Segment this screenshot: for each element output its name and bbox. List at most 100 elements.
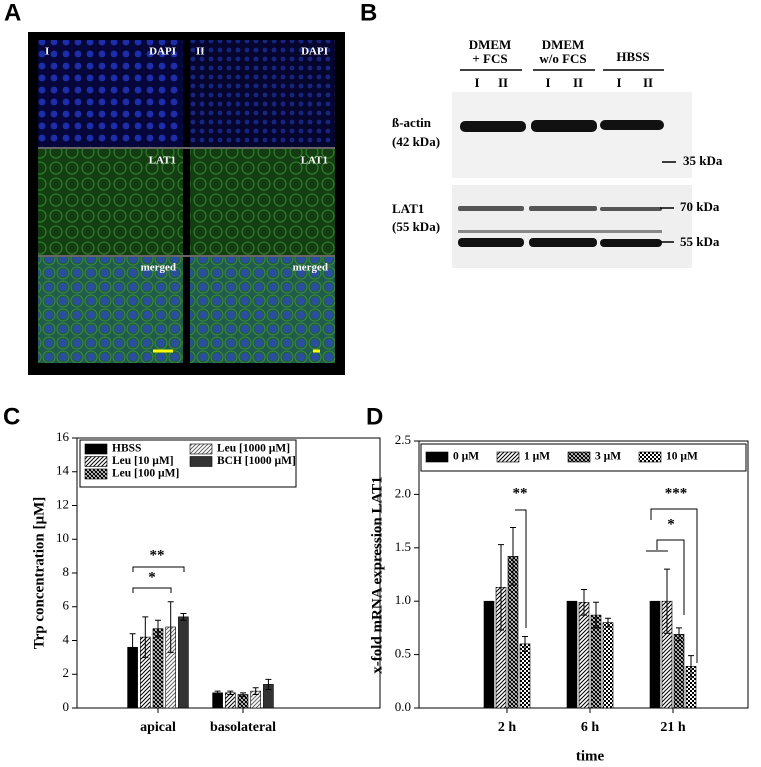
- lane-label: II: [643, 75, 653, 90]
- y-axis-label: Trp concentration [µM]: [31, 497, 47, 650]
- bracket: [132, 566, 185, 572]
- significance-label: **: [150, 547, 165, 563]
- lane-label: I: [474, 75, 479, 90]
- legend-label: Leu [10 µM]: [112, 455, 174, 467]
- bar: [673, 634, 685, 709]
- bar: [178, 616, 189, 709]
- y-tick-label: 14: [56, 463, 70, 478]
- image: [38, 149, 183, 255]
- legend-swatch: [567, 451, 591, 463]
- band-label: (42 kDa): [392, 134, 440, 149]
- stain-label: DAPI: [301, 46, 328, 58]
- blot-membrane: [452, 185, 692, 268]
- lane-label: I: [545, 75, 550, 90]
- condition-label: w/o FCS: [539, 51, 586, 66]
- stain-label: LAT1: [301, 155, 328, 167]
- legend-swatch: [189, 443, 213, 455]
- panel-label: B: [360, 0, 377, 26]
- y-tick-label: 16: [56, 429, 70, 444]
- blot: [452, 92, 692, 268]
- stain-label: merged: [141, 262, 176, 274]
- column-label: II: [196, 46, 205, 58]
- bracket: [650, 508, 698, 663]
- image: [190, 40, 335, 147]
- error-bar: [227, 690, 234, 695]
- stain-label: LAT1: [149, 155, 176, 167]
- error-bar: [522, 635, 528, 652]
- error-bar: [129, 633, 136, 662]
- band: [600, 239, 662, 247]
- x-tick-label: 2 h: [498, 720, 517, 735]
- image: [38, 40, 183, 147]
- y-tick-label: 0.5: [395, 646, 411, 661]
- legend-swatch: [189, 456, 213, 467]
- legend-label: Leu [100 µM]: [112, 468, 179, 480]
- legend-swatch: [425, 451, 449, 463]
- micrographs: [38, 40, 335, 363]
- legend-label: HBSS: [112, 443, 141, 455]
- band-label: ß-actin: [392, 115, 432, 130]
- column-label: I: [45, 46, 49, 58]
- stain-label: DAPI: [149, 46, 176, 58]
- bar: [590, 614, 602, 709]
- error-bar: [155, 619, 161, 638]
- error-bar: [510, 527, 516, 586]
- bar: [519, 643, 531, 709]
- significance-brackets: [132, 508, 698, 663]
- image: [190, 257, 335, 363]
- significance-label: ***: [665, 485, 688, 501]
- image: [190, 149, 335, 255]
- bar: [602, 622, 614, 709]
- significance-label: **: [513, 485, 528, 501]
- band: [600, 207, 662, 211]
- legend-swatch: [84, 468, 108, 480]
- stain-label: merged: [293, 262, 328, 274]
- marker-ticks: [660, 161, 676, 243]
- y-tick-label: 12: [56, 496, 69, 511]
- x-tick-label: 21 h: [660, 720, 686, 735]
- legend-label: 3 µM: [595, 451, 621, 463]
- bar: [578, 601, 590, 709]
- bar: [483, 600, 495, 709]
- image: [38, 257, 183, 363]
- band-label: (55 kDa): [392, 219, 440, 234]
- error-bar: [664, 568, 670, 634]
- condition-label: DMEM: [542, 37, 585, 52]
- bar: [649, 600, 661, 709]
- band: [460, 121, 526, 132]
- bracket: [515, 509, 527, 628]
- legend-swatch: [84, 443, 108, 455]
- y-tick-label: 6: [63, 598, 70, 613]
- legend-label: 0 µM: [453, 451, 479, 463]
- error-bar: [498, 544, 504, 631]
- significance-label: *: [667, 516, 675, 532]
- lane-label: II: [573, 75, 583, 90]
- marker-label: 55 kDa: [680, 234, 720, 249]
- significance-label: *: [148, 569, 156, 585]
- y-tick-label: 8: [63, 564, 70, 579]
- legend-label: Leu [1000 µM]: [217, 443, 290, 455]
- marker-label: 70 kDa: [680, 199, 720, 214]
- band: [600, 120, 664, 130]
- y-tick-label: 1.0: [395, 592, 411, 607]
- error-bar: [214, 690, 221, 695]
- error-bar: [581, 588, 587, 616]
- legend-box: [79, 439, 297, 488]
- legend-swatch: [638, 451, 662, 463]
- error-bar: [180, 613, 187, 621]
- panel-label: D: [366, 403, 383, 430]
- x-tick-label: basolateral: [210, 720, 276, 735]
- condition-label: HBSS: [616, 49, 649, 64]
- band: [529, 206, 597, 211]
- band: [458, 230, 662, 233]
- x-axis-label: time: [576, 748, 605, 764]
- error-bar: [265, 678, 272, 690]
- error-bar: [593, 601, 599, 629]
- band: [529, 238, 597, 247]
- bracket: [656, 539, 685, 615]
- marker-label: 35 kDa: [683, 153, 723, 168]
- error-bar: [252, 687, 259, 695]
- y-tick-label: 4: [63, 631, 70, 646]
- error-bar: [167, 601, 174, 653]
